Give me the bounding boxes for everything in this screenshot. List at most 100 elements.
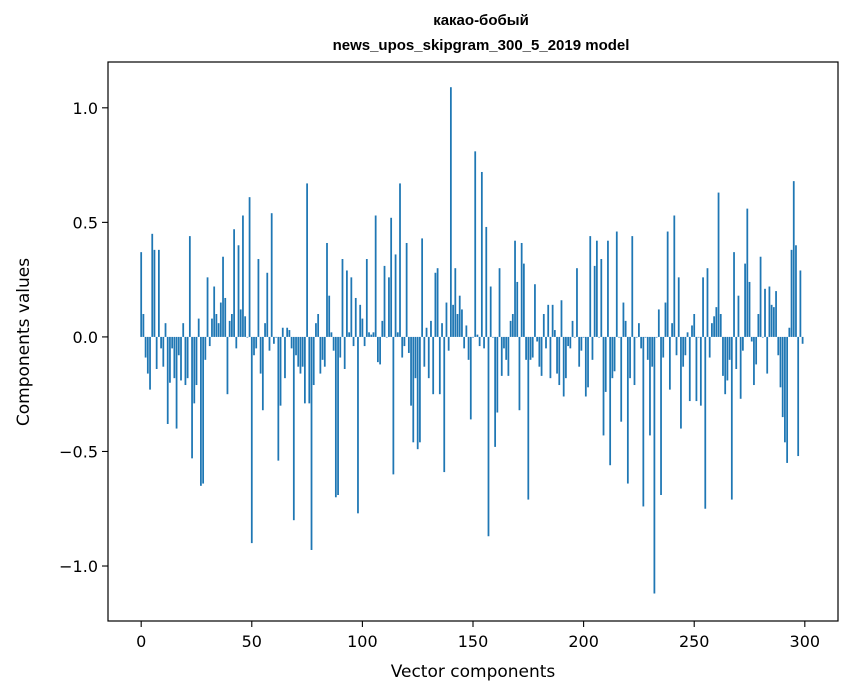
bar-243	[677, 277, 680, 337]
bar-119	[403, 336, 406, 347]
bar-208	[600, 259, 603, 337]
bar-267	[730, 336, 733, 500]
bar-41	[230, 314, 233, 337]
bar-289	[779, 336, 782, 388]
bar-71	[297, 336, 300, 367]
bar-291	[784, 336, 786, 443]
bar-275	[748, 281, 751, 337]
bar-136	[441, 323, 443, 337]
bar-280	[759, 256, 762, 337]
bar-285	[770, 304, 773, 337]
bar-219	[624, 320, 627, 337]
bar-28	[202, 336, 205, 484]
bar-176	[529, 336, 532, 360]
bar-35	[217, 323, 220, 337]
bar-108	[379, 336, 381, 365]
bar-195	[571, 320, 574, 337]
bar-255	[704, 336, 707, 509]
bar-8	[157, 249, 160, 337]
bar-269	[735, 336, 738, 369]
bar-38	[224, 297, 227, 337]
bar-167	[509, 320, 512, 337]
bar-132	[432, 336, 435, 395]
bar-177	[531, 336, 534, 358]
bar-207	[598, 336, 600, 338]
bar-11	[164, 323, 167, 337]
bar-96	[352, 336, 355, 347]
bar-151	[474, 151, 477, 337]
bar-59	[270, 213, 273, 337]
bar-249	[691, 325, 693, 337]
bar-103	[368, 332, 370, 337]
bar-198	[578, 336, 581, 367]
bar-240	[671, 323, 673, 337]
bar-107	[376, 336, 379, 363]
bar-25	[195, 336, 198, 386]
bar-33	[213, 286, 216, 337]
bar-227	[642, 336, 645, 507]
bar-55	[261, 336, 264, 411]
y-tick-label: 0.5	[73, 213, 98, 232]
bar-54	[259, 336, 262, 374]
bar-274	[746, 208, 749, 337]
bar-39	[226, 336, 229, 395]
bar-20	[184, 336, 187, 386]
bar-235	[660, 336, 662, 495]
bar-263	[722, 336, 724, 376]
bar-95	[350, 277, 353, 337]
bar-268	[733, 252, 735, 337]
bar-234	[657, 309, 660, 337]
bar-247	[686, 332, 689, 337]
bar-65	[284, 336, 286, 379]
bar-257	[708, 336, 711, 358]
bar-77	[310, 336, 313, 550]
bar-105	[372, 332, 375, 337]
bar-53	[257, 259, 260, 337]
bar-299	[801, 336, 804, 344]
bar-288	[777, 336, 780, 356]
bar-193	[567, 336, 570, 347]
bar-190	[560, 300, 563, 337]
bar-187	[553, 330, 556, 337]
bar-26	[197, 318, 200, 337]
bar-87	[332, 336, 335, 351]
bar-166	[507, 336, 510, 376]
bar-21	[186, 336, 189, 379]
bar-189	[558, 336, 561, 386]
bar-153	[478, 336, 481, 347]
bar-118	[401, 336, 404, 358]
bar-199	[580, 336, 583, 351]
bar-173	[522, 263, 525, 337]
bar-246	[684, 336, 687, 356]
bar-12	[166, 336, 169, 424]
y-axis-ticks: −1.0 −0.5 0.0 0.5 1.0	[59, 99, 108, 576]
bar-90	[339, 336, 342, 358]
bar-85	[328, 295, 331, 337]
bar-217	[620, 336, 623, 422]
bar-114	[392, 336, 395, 475]
bar-6	[153, 249, 156, 337]
bar-175	[527, 336, 530, 500]
bar-286	[772, 307, 775, 337]
bar-133	[434, 272, 437, 337]
x-axis-label: Vector components	[391, 662, 556, 682]
bar-83	[323, 336, 326, 367]
bar-298	[799, 270, 802, 337]
bar-69	[292, 336, 295, 521]
bar-159	[492, 336, 494, 338]
bar-31	[208, 336, 211, 347]
bar-149	[469, 336, 472, 420]
bar-42	[233, 229, 235, 337]
bar-122	[410, 336, 412, 406]
bar-230	[649, 336, 651, 436]
bar-17	[177, 336, 180, 356]
bar-135	[438, 336, 441, 395]
bar-7	[155, 336, 158, 369]
y-tick-label: 0.0	[73, 328, 98, 347]
bar-171	[518, 336, 521, 411]
bar-127	[421, 238, 424, 337]
bar-256	[706, 268, 709, 337]
bar-62	[277, 336, 280, 461]
bar-260	[715, 307, 718, 337]
